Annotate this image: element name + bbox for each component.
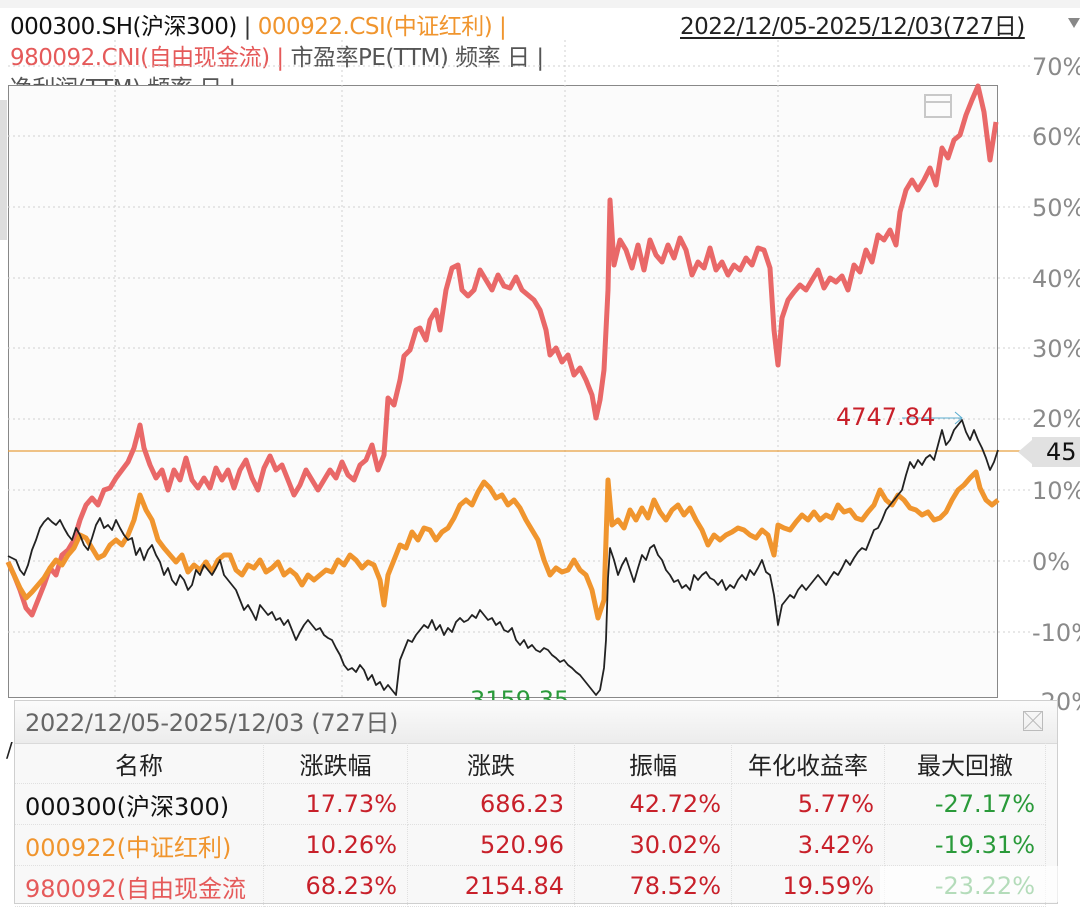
table-row[interactable]: 000922(中证红利) 10.26% 520.96 30.02% 3.42% … [15, 824, 1046, 866]
series-hs300 [7, 419, 999, 696]
row-max-drawdown: -27.17% [884, 783, 1046, 825]
legend-separator: | [243, 14, 252, 40]
row-max-drawdown: -19.31% [884, 824, 1046, 866]
row-amplitude: 30.02% [574, 824, 732, 866]
row-change: 686.23 [407, 783, 575, 825]
y-tick: 60% [1032, 123, 1080, 151]
window-toggle-icon[interactable] [924, 94, 952, 118]
row-pct-change: 10.26% [263, 824, 408, 866]
plot-area[interactable] [8, 85, 998, 698]
row-name: 000300(沪深300) [15, 783, 264, 825]
legend-hs300[interactable]: 000300.SH(沪深300) [10, 14, 237, 40]
price-tag [1032, 437, 1080, 467]
dropdown-triangle-icon[interactable] [1068, 18, 1080, 28]
price-tag-pointer [1018, 440, 1032, 464]
row-annualized-return: 3.42% [731, 824, 885, 866]
legend-free-cashflow[interactable]: 980092.CNI(自由现金流) [10, 45, 270, 71]
legend-separator: | [536, 45, 544, 71]
col-header-change[interactable]: 涨跌 [407, 743, 575, 784]
y-tick: 50% [1032, 194, 1080, 222]
date-range-link[interactable]: 2022/12/05-2025/12/03(727日) [680, 14, 1025, 40]
axis-stub: / [6, 738, 13, 762]
y-tick: 40% [1032, 265, 1080, 293]
panel-title: 2022/12/05-2025/12/03 (727日) [25, 709, 399, 737]
panel-header[interactable]: 2022/12/05-2025/12/03 (727日) [15, 701, 1057, 744]
watermark-overlay [880, 866, 1060, 902]
row-pct-change: 17.73% [263, 783, 408, 825]
row-change: 2154.84 [407, 865, 575, 907]
series-free-cashflow [5, 83, 999, 618]
table-row[interactable]: 000300(沪深300) 17.73% 686.23 42.72% 5.77%… [15, 783, 1046, 825]
y-tick: 10% [1032, 477, 1080, 505]
y-tick: 70% [1032, 53, 1080, 81]
col-header-max-drawdown[interactable]: 最大回撤 [884, 743, 1046, 784]
col-header-annualized-return[interactable]: 年化收益率 [731, 743, 885, 784]
table-header-row: 名称 涨跌幅 涨跌 振幅 年化收益率 最大回撤 [15, 743, 1046, 784]
y-tick: 0% [1032, 548, 1071, 576]
legend-separator: | [276, 45, 284, 71]
col-header-amplitude[interactable]: 振幅 [574, 743, 732, 784]
row-annualized-return: 19.59% [731, 865, 885, 907]
col-header-pct-change[interactable]: 涨跌幅 [263, 743, 408, 784]
left-collapse-tab[interactable] [0, 100, 7, 240]
y-tick: 20% [1032, 405, 1080, 433]
legend-row-2: 980092.CNI(自由现金流) | 市盈率PE(TTM) 频率 日 | [10, 43, 544, 73]
price-tag-value: 45 [1046, 438, 1077, 466]
gridlines [8, 40, 1030, 698]
legend-pe[interactable]: 市盈率PE(TTM) 频率 日 [290, 45, 530, 71]
close-icon[interactable] [1023, 711, 1043, 731]
legend-row-1: 000300.SH(沪深300) | 000922.CSI(中证红利) | [10, 12, 507, 42]
legend-csi-dividend[interactable]: 000922.CSI(中证红利) [257, 14, 493, 40]
row-amplitude: 42.72% [574, 783, 732, 825]
interval-stats-panel: 2022/12/05-2025/12/03 (727日) 名称 涨跌幅 涨跌 振… [14, 700, 1058, 907]
row-amplitude: 78.52% [574, 865, 732, 907]
arrowhead-icon [954, 411, 963, 425]
top-strip [0, 0, 1080, 8]
col-header-name[interactable]: 名称 [15, 743, 264, 784]
row-pct-change: 68.23% [263, 865, 408, 907]
y-tick: -10% [1032, 619, 1080, 647]
legend-separator: | [499, 14, 507, 40]
row-name: 000922(中证红利) [15, 824, 264, 866]
row-change: 520.96 [407, 824, 575, 866]
y-tick: 30% [1032, 335, 1080, 363]
max-value-label: 4747.84 [836, 403, 936, 431]
stats-table: 名称 涨跌幅 涨跌 振幅 年化收益率 最大回撤 000300(沪深300) 17… [15, 743, 1046, 907]
row-annualized-return: 5.77% [731, 783, 885, 825]
row-name: 980092(自由现金流 [15, 865, 264, 907]
series-csi-dividend [5, 469, 1000, 621]
